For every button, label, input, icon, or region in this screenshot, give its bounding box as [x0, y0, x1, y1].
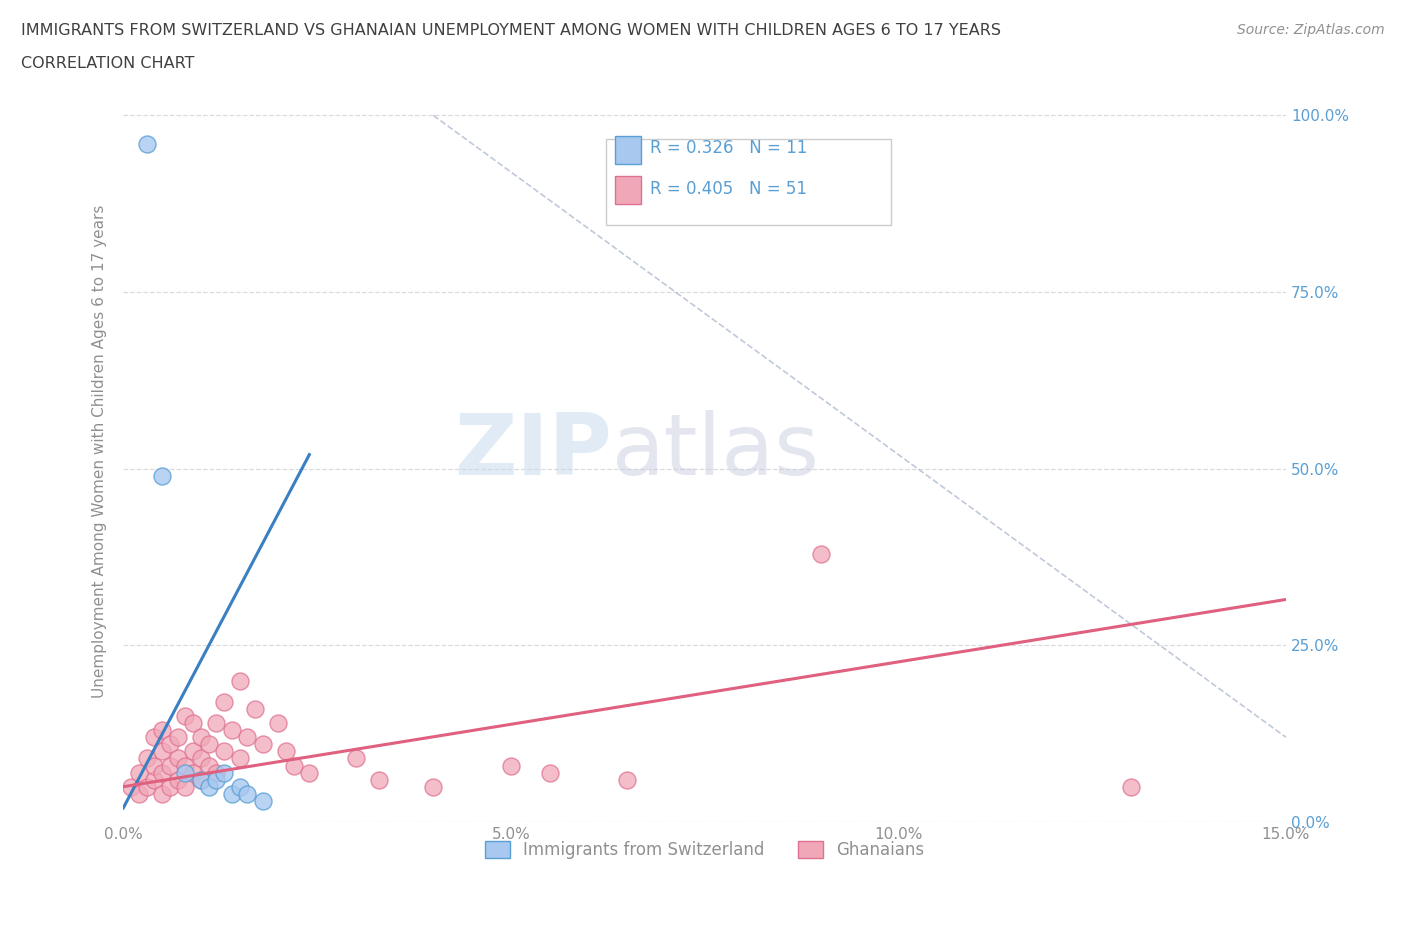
Point	[221, 787, 243, 802]
Point	[159, 758, 181, 773]
Bar	[614, 176, 641, 204]
Y-axis label: Unemployment Among Women with Children Ages 6 to 17 years: Unemployment Among Women with Children A…	[93, 205, 107, 698]
Point	[128, 787, 150, 802]
Point	[283, 758, 305, 773]
Point	[190, 730, 212, 745]
Point	[135, 751, 157, 766]
Point	[197, 779, 219, 794]
Point	[190, 772, 212, 787]
Point	[135, 137, 157, 152]
Point	[368, 772, 391, 787]
Point	[150, 744, 173, 759]
Point	[499, 758, 522, 773]
Point	[252, 737, 274, 751]
Point	[174, 709, 197, 724]
Point	[274, 744, 297, 759]
Point	[190, 772, 212, 787]
Text: CORRELATION CHART: CORRELATION CHART	[21, 56, 194, 71]
Point	[205, 716, 228, 731]
Legend: Immigrants from Switzerland, Ghanaians: Immigrants from Switzerland, Ghanaians	[478, 834, 931, 866]
Point	[298, 765, 321, 780]
Point	[120, 779, 142, 794]
Point	[150, 469, 173, 484]
Bar	[614, 136, 641, 164]
Point	[228, 779, 250, 794]
Point	[236, 787, 259, 802]
Text: Source: ZipAtlas.com: Source: ZipAtlas.com	[1237, 23, 1385, 37]
Point	[150, 723, 173, 737]
Point	[181, 744, 204, 759]
Text: ZIP: ZIP	[454, 409, 612, 493]
Text: R = 0.405   N = 51: R = 0.405 N = 51	[650, 180, 807, 198]
Point	[166, 730, 188, 745]
Text: IMMIGRANTS FROM SWITZERLAND VS GHANAIAN UNEMPLOYMENT AMONG WOMEN WITH CHILDREN A: IMMIGRANTS FROM SWITZERLAND VS GHANAIAN …	[21, 23, 1001, 38]
Point	[181, 765, 204, 780]
Point	[128, 765, 150, 780]
Point	[174, 765, 197, 780]
Point	[174, 779, 197, 794]
Point	[205, 765, 228, 780]
Point	[267, 716, 290, 731]
Point	[422, 779, 444, 794]
Point	[181, 716, 204, 731]
Point	[810, 546, 832, 561]
Point	[174, 758, 197, 773]
Point	[135, 779, 157, 794]
Point	[166, 751, 188, 766]
Point	[166, 772, 188, 787]
Point	[150, 765, 173, 780]
Point	[159, 779, 181, 794]
Point	[212, 695, 235, 710]
Point	[159, 737, 181, 751]
Point	[538, 765, 561, 780]
Point	[143, 730, 166, 745]
Point	[197, 758, 219, 773]
Point	[1119, 779, 1142, 794]
Point	[616, 772, 638, 787]
Text: atlas: atlas	[612, 409, 820, 493]
Point	[228, 751, 250, 766]
Point	[150, 787, 173, 802]
Point	[143, 772, 166, 787]
Point	[212, 765, 235, 780]
Point	[221, 723, 243, 737]
Point	[243, 701, 266, 716]
Point	[236, 730, 259, 745]
Point	[143, 758, 166, 773]
Point	[205, 772, 228, 787]
Point	[197, 737, 219, 751]
Text: R = 0.326   N = 11: R = 0.326 N = 11	[650, 140, 807, 157]
FancyBboxPatch shape	[606, 140, 890, 225]
Point	[344, 751, 367, 766]
Point	[228, 673, 250, 688]
Point	[190, 751, 212, 766]
Point	[252, 793, 274, 808]
Point	[212, 744, 235, 759]
